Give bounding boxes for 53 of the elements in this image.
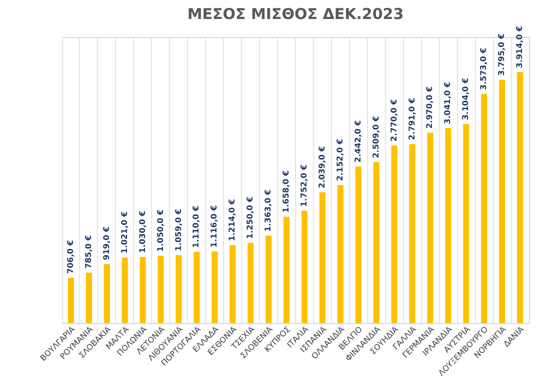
data-label: 1.214,0 € bbox=[228, 198, 237, 242]
bar bbox=[230, 245, 236, 323]
bar bbox=[104, 264, 110, 323]
data-label: 3.573,0 € bbox=[479, 47, 488, 90]
data-label: 2.509,0 € bbox=[371, 115, 380, 158]
data-label: 2.791,0 € bbox=[407, 97, 416, 140]
bar bbox=[445, 128, 452, 323]
bar bbox=[499, 80, 506, 323]
data-label: 1.250,0 € bbox=[246, 196, 255, 239]
bar bbox=[355, 166, 362, 323]
bar bbox=[301, 210, 308, 323]
bar bbox=[122, 258, 128, 323]
chart-title: ΜΕΣΟΣ ΜΙΣΘΟΣ ΔΕΚ.2023 bbox=[187, 4, 404, 23]
bar bbox=[373, 162, 380, 323]
data-label: 919,0 € bbox=[102, 226, 111, 260]
bar bbox=[266, 236, 272, 323]
bar bbox=[86, 272, 92, 323]
bar bbox=[212, 251, 218, 323]
data-label: 1.110,0 € bbox=[192, 205, 201, 248]
bar bbox=[284, 216, 290, 323]
data-label: 2.770,0 € bbox=[389, 98, 398, 142]
bar bbox=[481, 94, 488, 323]
data-label: 1.030,0 € bbox=[138, 210, 147, 253]
bar bbox=[319, 192, 326, 323]
data-label: 1.050,0 € bbox=[156, 209, 165, 252]
bar bbox=[68, 278, 74, 323]
bar bbox=[391, 145, 398, 323]
data-label: 3.795,0 € bbox=[497, 33, 506, 76]
bar bbox=[517, 72, 524, 323]
bar bbox=[427, 132, 434, 323]
bar bbox=[194, 252, 200, 323]
data-label: 3.914,0 € bbox=[515, 25, 524, 68]
data-label: 3.104,0 € bbox=[461, 77, 470, 120]
bar bbox=[409, 144, 416, 323]
data-label: 1.059,0 € bbox=[174, 208, 183, 252]
data-label: 2.442,0 € bbox=[353, 120, 362, 162]
bar bbox=[463, 124, 470, 323]
data-label: 2.970,0 € bbox=[425, 86, 434, 129]
bar bbox=[140, 256, 146, 323]
data-label: 1.752,0 € bbox=[299, 164, 308, 207]
data-label: 1.658,0 € bbox=[282, 170, 291, 213]
bar bbox=[337, 185, 344, 323]
data-label: 1.021,0 € bbox=[120, 210, 129, 254]
data-label: 1.116,0 € bbox=[210, 204, 219, 248]
bar bbox=[248, 242, 254, 323]
data-label: 1.363,0 € bbox=[264, 188, 273, 232]
data-label: 785,0 € bbox=[84, 234, 93, 269]
bar bbox=[176, 255, 182, 323]
data-label: 2.039,0 € bbox=[317, 146, 326, 188]
data-label: 3.041,0 € bbox=[443, 81, 452, 124]
data-label: 2.152,0 € bbox=[335, 138, 344, 182]
bar bbox=[158, 256, 164, 323]
data-label: 706,0 € bbox=[66, 240, 75, 274]
